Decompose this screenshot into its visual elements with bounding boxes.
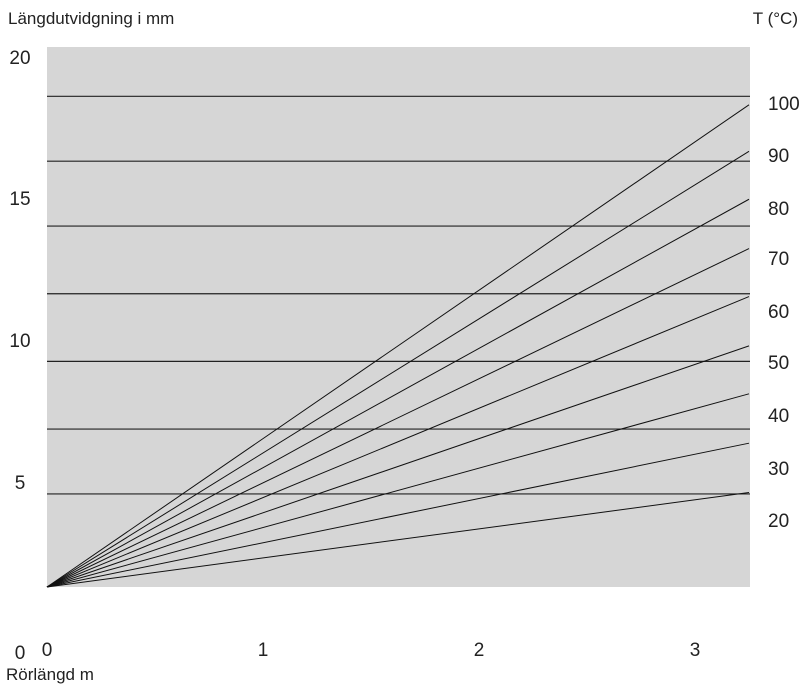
series-lines: [46, 104, 750, 588]
series-label-70: 70: [768, 249, 789, 270]
series-label-90: 90: [768, 146, 789, 167]
series-line-60: [46, 296, 750, 588]
series-line-80: [46, 198, 750, 588]
plot-area: [47, 47, 750, 587]
x-axis-ticks: 0 1 2 3: [42, 640, 701, 661]
x-axis-title: Rörlängd m: [6, 665, 94, 684]
y-tick-label: 0: [15, 643, 26, 664]
y-tick-label: 5: [15, 473, 26, 494]
series-line-50: [46, 345, 750, 588]
x-tick-label: 0: [42, 640, 53, 661]
y-axis-title: Längdutvidgning i mm: [8, 9, 174, 28]
series-line-30: [46, 442, 750, 588]
series-line-70: [46, 248, 750, 588]
y-tick-label: 15: [9, 189, 30, 210]
series-label-50: 50: [768, 353, 789, 374]
series-labels: 20 30 40 50 60 70 80 90 100: [768, 94, 800, 532]
x-tick-label: 3: [690, 640, 701, 661]
y-tick-label: 20: [9, 48, 30, 69]
series-label-60: 60: [768, 302, 789, 323]
series-label-40: 40: [768, 406, 789, 427]
series-line-20: [46, 492, 750, 588]
series-label-100: 100: [768, 94, 800, 115]
y-tick-label: 10: [9, 331, 30, 352]
series-line-100: [46, 104, 750, 588]
gridlines: [47, 95, 750, 495]
x-tick-label: 2: [474, 640, 485, 661]
y-axis-ticks: 0 5 10 15 20: [9, 48, 30, 664]
x-tick-label: 1: [258, 640, 269, 661]
series-line-90: [46, 150, 750, 588]
series-label-30: 30: [768, 459, 789, 480]
series-label-80: 80: [768, 199, 789, 220]
series-line-40: [46, 393, 750, 588]
legend-title: T (°C): [753, 9, 798, 28]
series-label-20: 20: [768, 511, 789, 532]
